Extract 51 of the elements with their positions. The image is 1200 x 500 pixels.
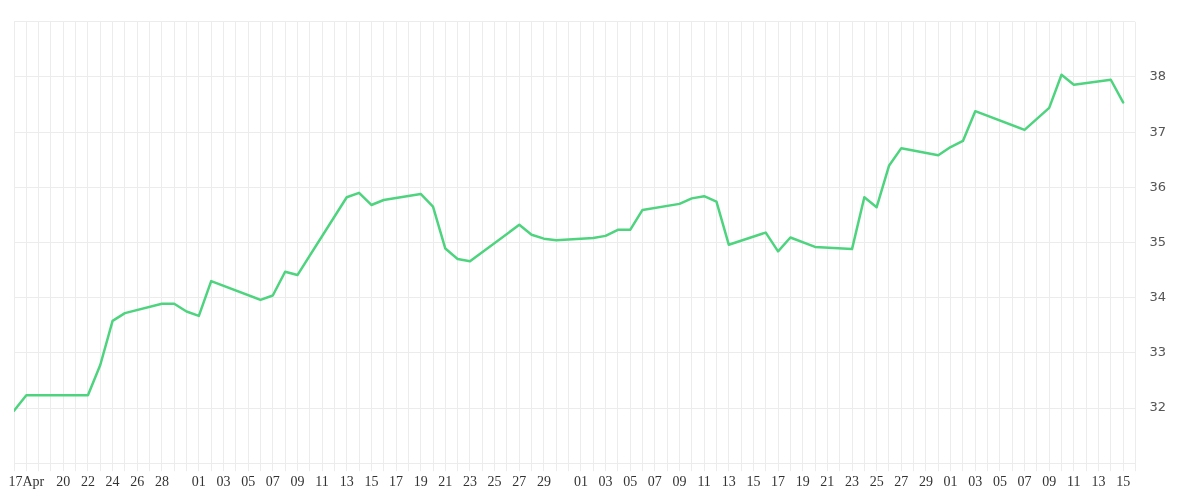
x-tick-label: 09 [672,474,687,490]
x-tick-label: 15 [364,474,379,490]
y-tick-label: 32 [1149,399,1166,415]
x-tick-label: 01 [943,474,958,490]
x-tick-label: 07 [265,474,280,490]
x-tick-label: 24 [105,474,120,490]
x-tick-label: 19 [413,474,428,490]
x-tick-label: 21 [438,474,453,490]
x-tick-label: 23 [462,474,477,490]
x-tick-label: 17 [389,474,404,490]
x-tick-label: 13 [721,474,736,490]
x-tick-label: 11 [697,474,711,490]
x-tick-label: 20 [56,474,71,490]
x-tick-label: 21 [820,474,835,490]
x-tick-label: 13 [339,474,354,490]
x-tick-label: 25 [487,474,502,490]
x-tick-label: 29 [918,474,933,490]
x-tick-label: 15 [1116,474,1131,490]
x-tick-label: 27 [894,474,909,490]
x-tick-label: 07 [1017,474,1032,490]
x-tick-label: 23 [845,474,860,490]
x-tick-label: 05 [241,474,256,490]
y-tick-label: 35 [1149,233,1166,249]
x-tick-label: 28 [154,474,169,490]
x-tick-label: 22 [80,474,95,490]
x-tick-label: 11 [1067,474,1081,490]
x-tick-label: 17 [771,474,786,490]
x-tick-label: 03 [216,474,231,490]
y-tick-label: 36 [1149,178,1166,194]
x-tick-label: 13 [1091,474,1106,490]
y-tick-label: 33 [1149,344,1166,360]
x-tick-label: 25 [869,474,884,490]
x-tick-label: 03 [598,474,613,490]
x-tick-label: 11 [315,474,329,490]
y-tick-label: 34 [1149,289,1166,305]
x-tick-label: 29 [536,474,551,490]
x-tick-label: 05 [623,474,638,490]
x-tick-label: 19 [795,474,810,490]
x-tick-label: 27 [512,474,527,490]
x-tick-label: 07 [647,474,662,490]
x-tick-label: 03 [968,474,983,490]
y-tick-label: 38 [1149,68,1166,84]
x-tick-label: 01 [191,474,206,490]
x-tick-label: 15 [746,474,761,490]
y-tick-label: 37 [1149,123,1166,139]
x-tick-label: 09 [290,474,305,490]
x-tick-label: 17Apr [8,474,45,490]
x-tick-label: 26 [130,474,145,490]
x-tick-label: 01 [573,474,588,490]
x-tick-label: 09 [1042,474,1057,490]
x-tick-label: 05 [992,474,1007,490]
